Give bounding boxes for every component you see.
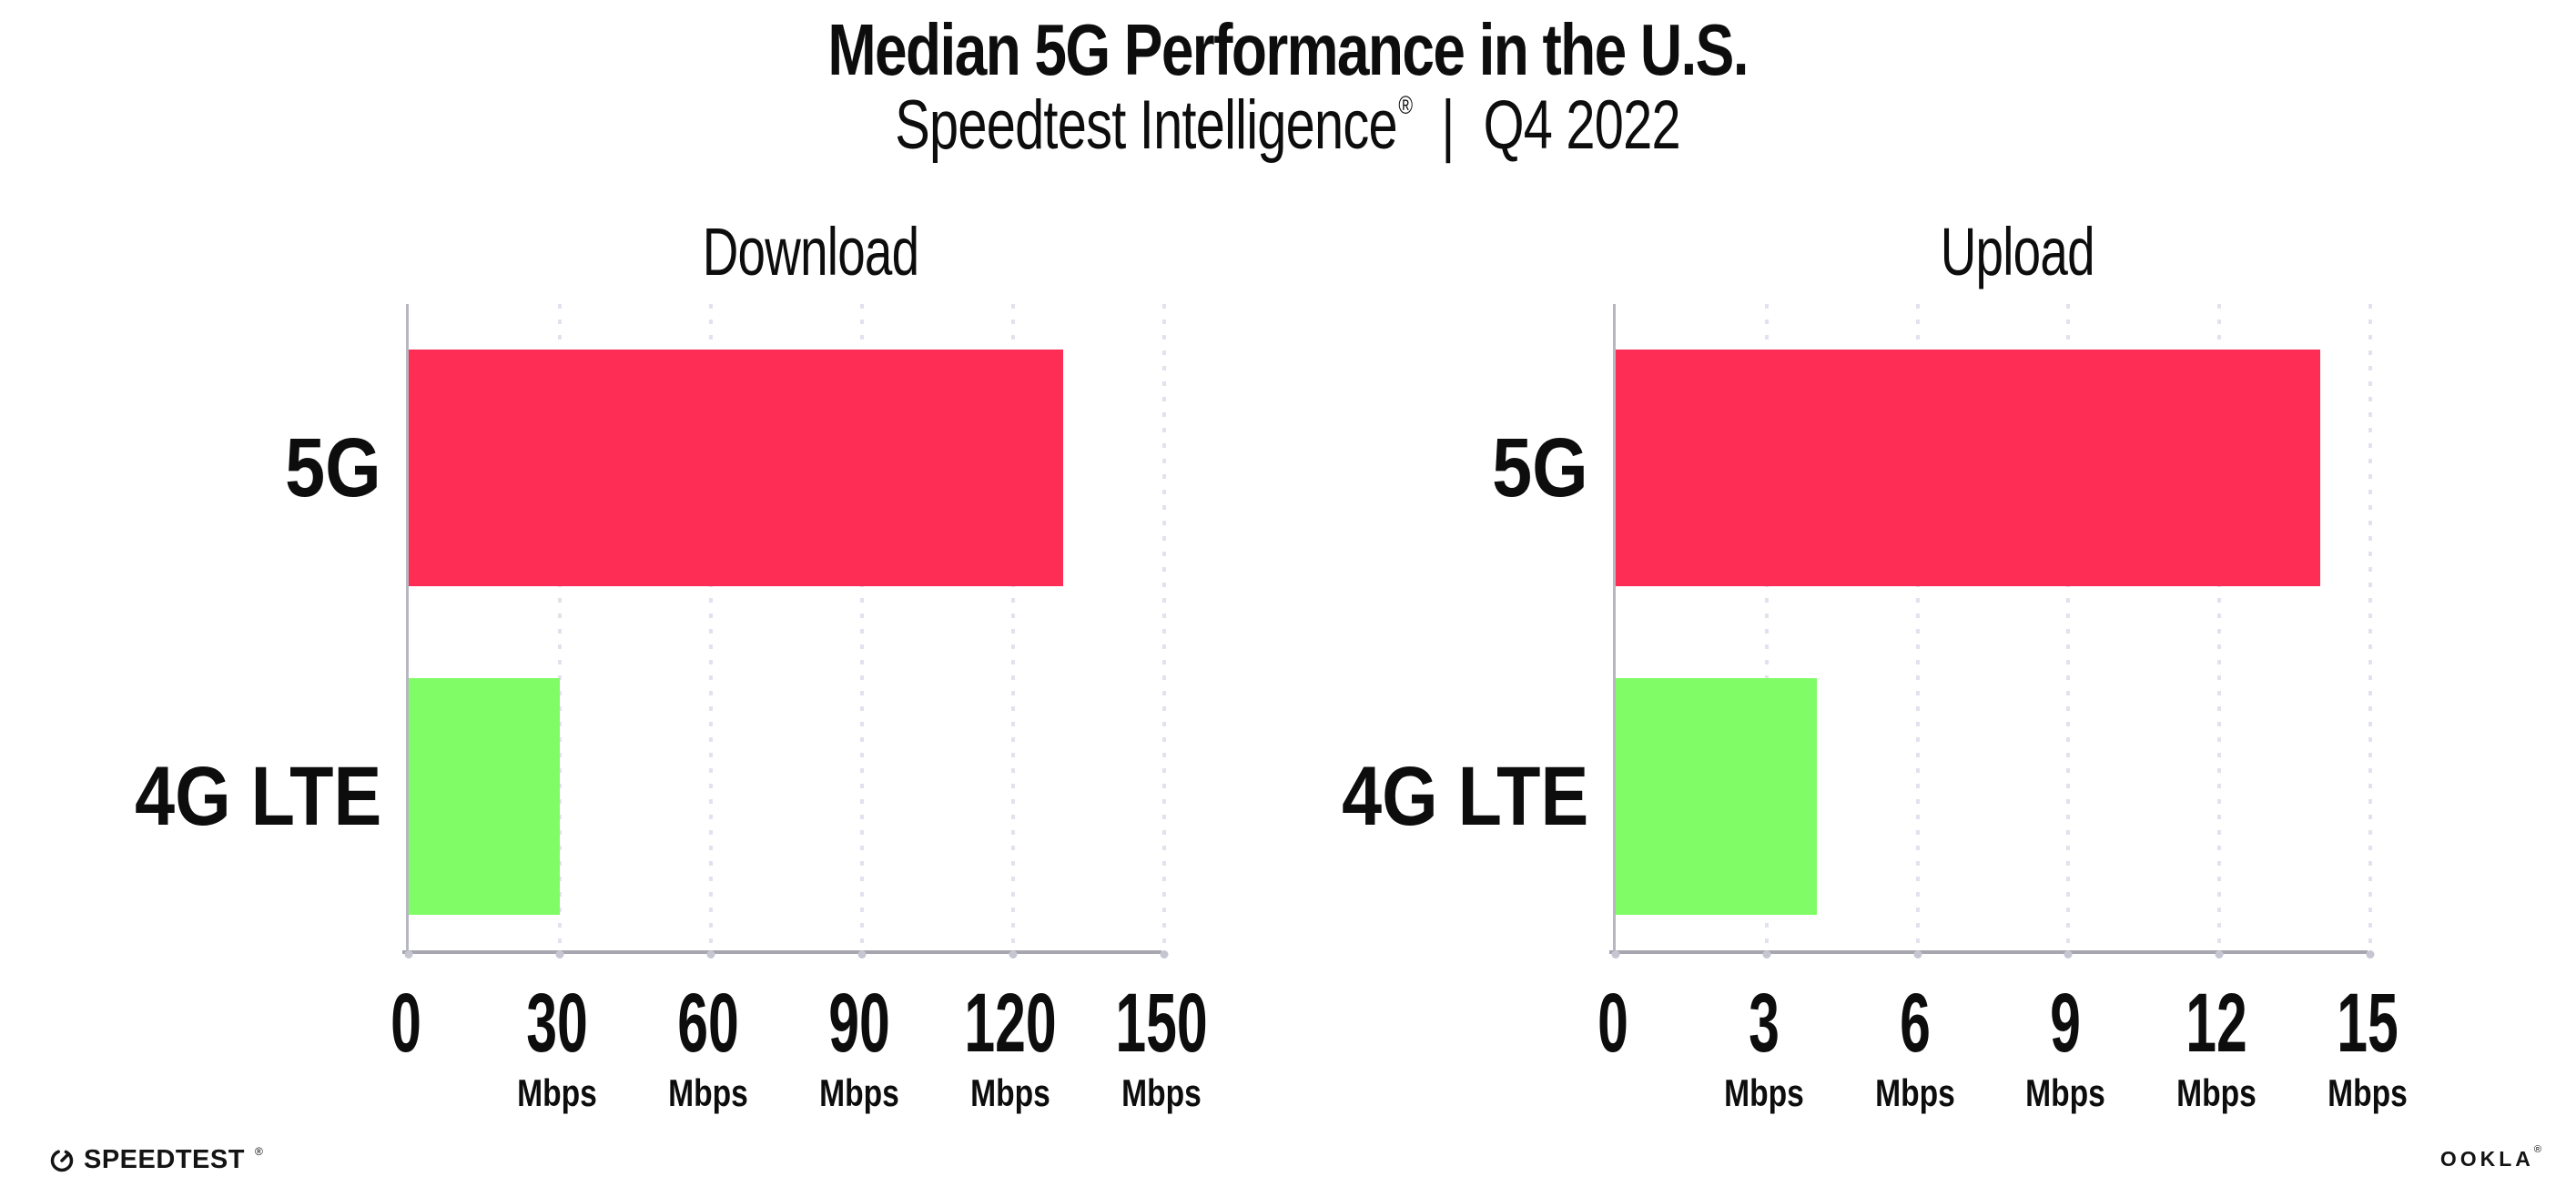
x-tick-download-30: 30 Mbps	[507, 952, 607, 1112]
gridline-upload-3	[1764, 304, 1769, 952]
tick-unit-label: Mbps	[819, 1071, 899, 1114]
tick-unit-label: Mbps	[1121, 1071, 1202, 1114]
download-x-axis-ticks: 0 30 Mbps 60 Mbps 90 Mbps 120 Mbps 150 Mbps	[390, 952, 1208, 1152]
upload-x-axis-line	[1609, 950, 2368, 954]
tick-label-150: 150	[1115, 977, 1208, 1070]
x-tick-upload-3: 3 Mbps	[1714, 952, 1814, 1112]
x-tick-download-150: 150 Mbps	[1091, 952, 1232, 1112]
axis-tick-dot-upload-9	[2064, 950, 2073, 959]
axis-tick-dot-upload-15	[2366, 950, 2375, 959]
gridline-download-120	[1011, 304, 1015, 952]
speedtest-gauge-icon	[50, 1149, 74, 1172]
axis-tick-dot-download-120	[1009, 950, 1018, 959]
tick-label-60: 60	[677, 977, 739, 1070]
gridline-download-150	[1162, 304, 1166, 952]
x-tick-upload-6: 6 Mbps	[1865, 952, 1965, 1112]
bar-5g-download	[409, 350, 1064, 586]
gridline-upload-9	[2066, 304, 2071, 952]
tick-label-9: 9	[2050, 977, 2082, 1070]
speedtest-logo: SPEEDTEST ®	[49, 1145, 263, 1175]
axis-tick-dot-download-90	[857, 950, 867, 959]
tick-label-3: 3	[1748, 977, 1780, 1070]
axis-tick-dot-download-150	[1160, 950, 1169, 959]
category-label-4g-lte-upload: 4G LTE	[1341, 750, 1588, 843]
chart-subtitle: Speedtest Intelligence® | Q4 2022	[0, 89, 2576, 162]
tick-label-12: 12	[2186, 977, 2247, 1070]
axis-tick-dot-download-0	[404, 950, 413, 959]
tick-label-0: 0	[1597, 977, 1628, 1070]
subtitle-brand: Speedtest Intelligence	[895, 86, 1398, 165]
subtitle-period: Q4 2022	[1484, 86, 1681, 165]
download-plot-area: 5G 4G LTE	[135, 304, 1169, 959]
tick-unit-label: Mbps	[1723, 1071, 1804, 1114]
bar-4g-lte-upload	[1616, 678, 1818, 915]
gridline-upload-6	[1915, 304, 1920, 952]
axis-tick-dot-download-30	[555, 950, 564, 959]
x-tick-download-0: 0	[382, 952, 429, 1065]
x-tick-upload-12: 12 Mbps	[2166, 952, 2267, 1112]
gridline-upload-15	[2368, 304, 2372, 952]
speedtest-trademark-symbol: ®	[254, 1144, 263, 1158]
upload-plot-area: 5G 4G LTE	[1342, 304, 2375, 959]
tick-label-120: 120	[964, 977, 1057, 1070]
speedtest-wordmark: SPEEDTEST	[84, 1145, 245, 1174]
download-x-axis-line	[402, 950, 1161, 954]
category-label-4g-lte-download: 4G LTE	[134, 750, 381, 843]
tick-label-15: 15	[2337, 977, 2399, 1070]
x-tick-upload-9: 9 Mbps	[2016, 952, 2116, 1112]
gridline-upload-12	[2217, 304, 2222, 952]
axis-tick-dot-download-60	[706, 950, 715, 959]
tick-unit-label: Mbps	[2176, 1071, 2257, 1114]
page-title: Median 5G Performance in the U.S.	[827, 9, 1749, 90]
registered-trademark-symbol: ®	[1398, 91, 1414, 120]
tick-label-30: 30	[526, 977, 588, 1070]
x-tick-upload-0: 0	[1589, 952, 1636, 1065]
x-tick-download-90: 90 Mbps	[809, 952, 909, 1112]
tick-label-0: 0	[390, 977, 421, 1070]
gridline-download-60	[709, 304, 713, 952]
x-tick-upload-15: 15 Mbps	[2317, 952, 2418, 1112]
category-label-5g-upload: 5G	[1492, 421, 1588, 514]
subtitle-separator: |	[1441, 86, 1455, 165]
tick-unit-label: Mbps	[970, 1071, 1050, 1114]
tick-label-90: 90	[828, 977, 890, 1070]
axis-tick-dot-upload-12	[2215, 950, 2224, 959]
ookla-logo: OOKLA ®	[2439, 1144, 2541, 1172]
tick-unit-label: Mbps	[668, 1071, 748, 1114]
tick-unit-label: Mbps	[2025, 1071, 2106, 1114]
ookla-wordmark: OOKLA	[2439, 1147, 2534, 1171]
gridline-download-90	[860, 304, 864, 952]
gridline-download-30	[558, 304, 562, 952]
tick-unit-label: Mbps	[2328, 1071, 2408, 1114]
download-chart-title: Download	[703, 214, 919, 289]
tick-label-6: 6	[1899, 977, 1931, 1070]
category-label-5g-download: 5G	[285, 421, 381, 514]
axis-tick-dot-upload-3	[1762, 950, 1771, 959]
tick-unit-label: Mbps	[1874, 1071, 1955, 1114]
upload-x-axis-ticks: 0 3 Mbps 6 Mbps 9 Mbps 12 Mbps 15 Mbps	[1597, 952, 2408, 1152]
axis-tick-dot-upload-0	[1611, 950, 1620, 959]
chart-header: Median 5G Performance in the U.S. Speedt…	[0, 0, 2576, 162]
x-tick-download-60: 60 Mbps	[658, 952, 758, 1112]
upload-chart-title: Upload	[1940, 214, 2095, 289]
bar-4g-lte-download	[409, 678, 560, 915]
ookla-trademark-symbol: ®	[2533, 1144, 2541, 1155]
x-tick-download-120: 120 Mbps	[940, 952, 1080, 1112]
axis-tick-dot-upload-6	[1913, 950, 1922, 959]
tick-unit-label: Mbps	[517, 1071, 597, 1114]
bar-5g-upload	[1616, 350, 2320, 586]
